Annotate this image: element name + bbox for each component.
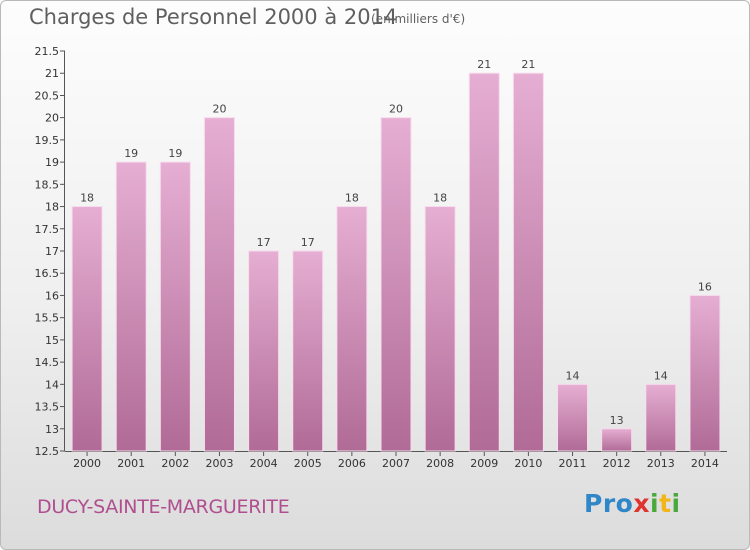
y-tick-label: 19.5 bbox=[35, 134, 60, 147]
y-tick-label: 19 bbox=[45, 156, 59, 169]
bar-2014 bbox=[689, 294, 721, 452]
x-tick-label-2005: 2005 bbox=[294, 457, 322, 470]
value-label-2006: 18 bbox=[345, 192, 359, 205]
logo-letter: P bbox=[584, 489, 603, 518]
y-tick-label: 13.5 bbox=[35, 401, 60, 414]
value-label-2001: 19 bbox=[124, 147, 138, 160]
x-tick-label-2001: 2001 bbox=[117, 457, 145, 470]
value-label-2010: 21 bbox=[521, 58, 535, 71]
value-label-2002: 19 bbox=[168, 147, 182, 160]
chart-title: Charges de Personnel 2000 à 2014 bbox=[29, 5, 398, 29]
bar-2000 bbox=[71, 206, 103, 452]
y-tick-label: 21.5 bbox=[35, 45, 60, 58]
bars: 18 19 19 20 17 17 18 20 18 21 21 14 13 14 16 bbox=[71, 58, 721, 452]
value-label-2004: 17 bbox=[257, 236, 271, 249]
proxiti-logo[interactable]: Proxiti bbox=[584, 489, 681, 518]
bar-2001 bbox=[115, 161, 147, 452]
y-tick-label: 18.5 bbox=[35, 178, 60, 191]
bar-2011 bbox=[557, 383, 589, 452]
logo-letter: i bbox=[671, 489, 681, 518]
y-tick-label: 14 bbox=[45, 378, 59, 391]
bar-2012 bbox=[601, 428, 633, 452]
y-tick-label: 16.5 bbox=[35, 267, 60, 280]
x-tick-label-2011: 2011 bbox=[559, 457, 587, 470]
y-axis: 12.5 13 13.5 14 14.5 15 15.5 16 16.5 17 17.5 18 18.5… bbox=[35, 45, 65, 458]
logo-letter: i bbox=[650, 489, 660, 518]
y-tick-label: 17 bbox=[45, 245, 59, 258]
y-tick-label: 16 bbox=[45, 289, 59, 302]
x-tick-label-2014: 2014 bbox=[691, 457, 719, 470]
x-tick-label-2007: 2007 bbox=[382, 457, 410, 470]
x-tick-label-2000: 2000 bbox=[73, 457, 101, 470]
y-tick-label: 15.5 bbox=[35, 312, 60, 325]
x-tick-label-2013: 2013 bbox=[647, 457, 675, 470]
value-label-2012: 13 bbox=[610, 414, 624, 427]
value-label-2014: 16 bbox=[698, 280, 712, 293]
x-tick-label-2009: 2009 bbox=[470, 457, 498, 470]
x-axis: 2000 2001 2002 2003 2004 2005 2006 2007 2008 2009… bbox=[65, 451, 727, 470]
value-label-2005: 17 bbox=[301, 236, 315, 249]
commune-name: DUCY-SAINTE-MARGUERITE bbox=[37, 496, 290, 518]
x-tick-label-2012: 2012 bbox=[603, 457, 631, 470]
y-tick-label: 18 bbox=[45, 201, 59, 214]
x-tick-label-2003: 2003 bbox=[205, 457, 233, 470]
bar-2013 bbox=[645, 383, 677, 452]
x-tick-label-2002: 2002 bbox=[161, 457, 189, 470]
bar-2006 bbox=[336, 206, 368, 452]
bar-2010 bbox=[512, 72, 544, 452]
x-tick-label-2004: 2004 bbox=[250, 457, 278, 470]
y-tick-label: 13 bbox=[45, 423, 59, 436]
value-label-2003: 20 bbox=[212, 103, 226, 116]
x-tick-label-2008: 2008 bbox=[426, 457, 454, 470]
x-tick-label-2010: 2010 bbox=[514, 457, 542, 470]
bar-2007 bbox=[380, 117, 412, 452]
y-tick-label: 15 bbox=[45, 334, 59, 347]
y-tick-label: 20 bbox=[45, 112, 59, 125]
bar-2005 bbox=[292, 250, 324, 452]
y-tick-label: 20.5 bbox=[35, 89, 60, 102]
logo-letter: o bbox=[615, 489, 634, 518]
y-tick-label: 14.5 bbox=[35, 356, 60, 369]
value-label-2008: 18 bbox=[433, 192, 447, 205]
value-label-2007: 20 bbox=[389, 103, 403, 116]
bar-2004 bbox=[248, 250, 280, 452]
bar-2008 bbox=[424, 206, 456, 452]
x-tick-label-2006: 2006 bbox=[338, 457, 366, 470]
value-label-2000: 18 bbox=[80, 192, 94, 205]
bar-2009 bbox=[468, 72, 500, 452]
value-label-2009: 21 bbox=[477, 58, 491, 71]
logo-letter: t bbox=[659, 489, 672, 518]
chart-subtitle: (en milliers d'€) bbox=[371, 12, 466, 26]
bar-2002 bbox=[159, 161, 191, 452]
logo-letter: r bbox=[602, 489, 616, 518]
value-label-2013: 14 bbox=[654, 369, 668, 382]
bar-2003 bbox=[203, 117, 235, 452]
value-label-2011: 14 bbox=[566, 369, 580, 382]
y-tick-label: 17.5 bbox=[35, 223, 60, 236]
y-tick-label: 12.5 bbox=[35, 445, 60, 458]
logo-letter: x bbox=[633, 489, 650, 518]
y-tick-label: 21 bbox=[45, 67, 59, 80]
